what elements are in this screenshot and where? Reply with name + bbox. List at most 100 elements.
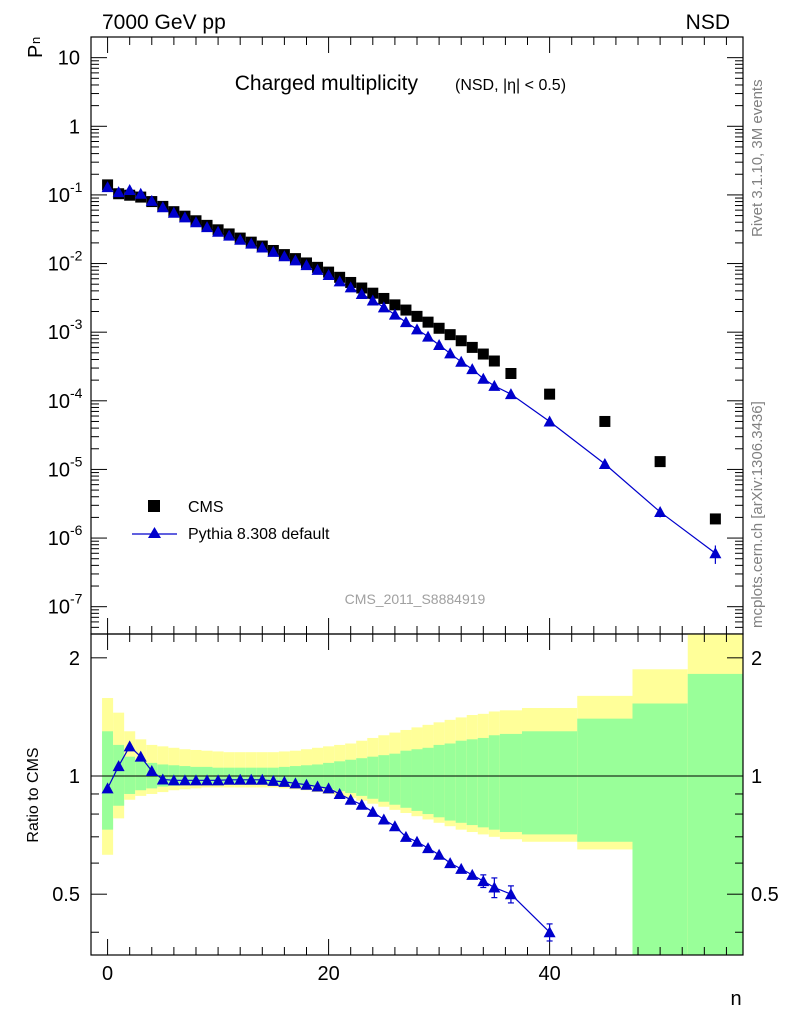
ratio-y-label: Ratio to CMS [25,747,42,842]
ratio-point [112,760,125,772]
ratio-band-inner [488,735,500,830]
x-axis-label: n [730,988,741,1010]
ratio-band-inner [455,740,467,823]
main-y-tick-exponent: -4 [70,385,83,401]
main-y-tick-label: 10 [48,459,70,481]
ratio-point [444,857,457,869]
ratio-point [289,777,302,789]
legend-pythia-marker [148,527,161,538]
pythia-point [189,216,202,228]
pythia-point [388,308,401,320]
cms-point [124,189,136,201]
ratio-point [167,774,180,786]
pythia-point [112,186,125,198]
header-left-title: 7000 GeV pp [102,11,226,34]
ratio-band-inner [687,673,743,955]
ratio-point [333,787,346,799]
ratio-point [267,774,280,786]
ratio-point [156,773,169,785]
ratio-band-inner [124,756,136,794]
pythia-point [598,457,611,469]
cms-point [422,316,434,328]
ratio-point [422,842,435,854]
ratio-point [256,773,269,785]
pythia-point [145,194,158,206]
ratio-band-inner [389,753,401,805]
cms-point [477,348,489,360]
ratio-x-tick-label: 0 [102,963,113,985]
pythia-point [355,287,368,299]
main-y-tick-label: 10 [48,254,70,276]
ratio-point [311,780,324,792]
cms-point [389,299,401,311]
cms-point [367,287,379,299]
ratio-point [223,773,236,785]
ratio-band-inner [577,718,633,842]
pythia-point [466,363,479,375]
y-label-subscript: n [28,37,43,44]
cms-point [654,456,666,468]
legend-pythia-label: Pythia 8.308 default [188,526,330,543]
ratio-band-inner [477,737,489,828]
ratio-point [543,926,556,938]
main-panel [90,36,744,635]
pythia-point [433,339,446,351]
ratio-band-inner [102,731,114,830]
ratio-point [123,740,136,752]
cms-point [466,341,478,353]
ratio-point [101,782,114,794]
pythia-point [422,330,435,342]
ratio-point [278,775,291,787]
ratio-point [466,868,479,880]
source-label: mcplots.cern.ch [arXiv:1306.3436] [749,401,766,628]
y-label-p: P [25,45,47,58]
ratio-band-inner [400,750,412,808]
pythia-point [444,347,457,359]
ratio-band-inner [499,733,522,833]
cms-point [455,335,467,347]
pythia-point [344,281,357,293]
main-y-tick-label: 10 [48,322,70,344]
main-y-tick-exponent: -1 [70,179,83,195]
ratio-y-tick-label-right: 1 [751,766,762,788]
pythia-point [245,237,258,249]
pythia-point [322,269,335,281]
ratio-point [344,793,357,805]
main-y-tick-label: 10 [48,597,70,619]
ratio-y-tick-label: 2 [69,648,80,670]
ratio-point [388,820,401,832]
pythia-point [267,245,280,257]
pythia-point [543,415,556,427]
pythia-point [289,254,302,266]
main-y-tick-label: 10 [48,391,70,413]
ratio-point [433,848,446,860]
ratio-y-tick-label: 1 [69,766,80,788]
ratio-x-tick-label: 40 [538,963,560,985]
ratio-point [504,888,517,900]
rivet-label: Rivet 3.1.10, 3M events [749,79,766,237]
ratio-band-inner [378,755,390,802]
cms-point [378,292,390,304]
chart-subtitle: (NSD, |η| < 0.5) [455,77,566,94]
ratio-y-tick-label-right: 2 [751,648,762,670]
main-y-tick-exponent: -5 [70,453,83,469]
ratio-point [477,875,490,887]
pythia-point [488,379,501,391]
main-y-tick-label: 10 [48,185,70,207]
ratio-band-inner [632,703,688,955]
pythia-point [455,355,468,367]
ratio-point [201,774,214,786]
ratio-point [212,774,225,786]
pythia-point [399,316,412,328]
main-y-tick-label: 10 [48,528,70,550]
ratio-point [245,773,258,785]
main-y-tick-exponent: -2 [70,248,83,264]
ratio-band-inner [466,739,478,826]
ratio-point [178,774,191,786]
cms-point [709,513,721,525]
pythia-point [256,241,269,253]
pythia-point [223,229,236,241]
cms-point [400,304,412,316]
pythia-point [411,323,423,335]
ratio-point [399,830,412,842]
